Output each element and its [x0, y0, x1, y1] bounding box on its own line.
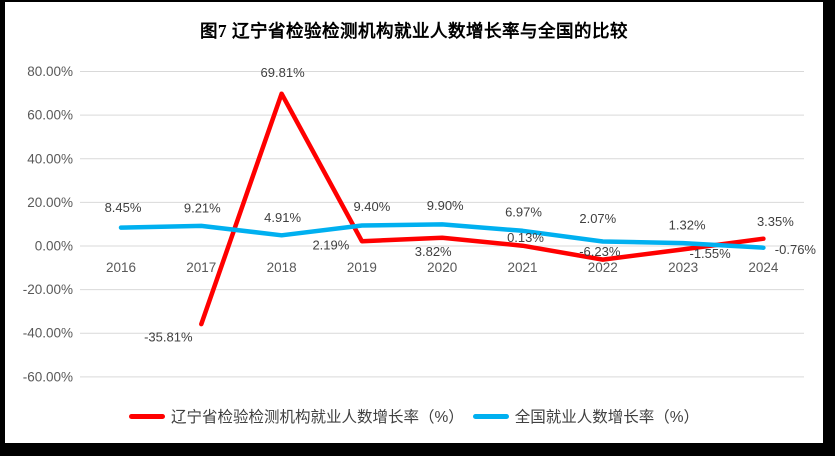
data-label: -1.55%: [689, 246, 731, 261]
x-axis-label: 2024: [748, 260, 779, 275]
y-axis-tick-label: -60.00%: [23, 369, 73, 384]
legend-label-liaoning: 辽宁省检验检测机构就业人数增长率（%）: [170, 409, 464, 426]
data-label: 9.90%: [427, 198, 464, 213]
legend-item-national: 全国就业人数增长率（%）: [472, 405, 700, 427]
x-axis-label: 2017: [186, 260, 216, 275]
data-label: 0.13%: [507, 230, 544, 245]
data-label: 2.19%: [312, 238, 349, 253]
x-axis-label: 2019: [347, 260, 377, 275]
y-axis-tick-label: 20.00%: [27, 195, 73, 210]
data-label: 8.45%: [105, 200, 142, 215]
chart-title: 图7 辽宁省检验检测机构就业人数增长率与全国的比较: [199, 21, 629, 41]
y-axis-tick-label: -20.00%: [23, 282, 73, 297]
y-axis-tick-label: 60.00%: [27, 108, 73, 123]
data-label: -35.81%: [144, 330, 193, 345]
data-label: 4.91%: [264, 210, 301, 225]
legend-item-liaoning: 辽宁省检验检测机构就业人数增长率（%）: [128, 405, 464, 427]
legend: 辽宁省检验检测机构就业人数增长率（%） 全国就业人数增长率（%）: [5, 405, 823, 427]
data-label: 2.07%: [579, 211, 616, 226]
x-axis-label: 2023: [668, 260, 698, 275]
data-label: 69.81%: [261, 65, 306, 80]
x-axis-label: 2021: [507, 260, 537, 275]
x-axis-label: 2018: [267, 260, 297, 275]
line-chart: 80.00% 60.00% 40.00% 20.00% 0.00% -20.00% -40.…: [23, 64, 817, 384]
y-axis-tick-label: 80.00%: [27, 64, 73, 79]
legend-swatch-national: [472, 413, 509, 419]
legend-label-national: 全国就业人数增长率（%）: [514, 409, 700, 426]
y-axis-tick-label: -40.00%: [23, 326, 73, 341]
data-label: 3.35%: [757, 214, 794, 229]
series-line-1: [118, 222, 766, 250]
data-label: 3.82%: [415, 244, 452, 259]
y-axis-tick-label: 0.00%: [35, 239, 73, 254]
data-label: 6.97%: [505, 204, 542, 219]
data-label: 1.32%: [669, 218, 706, 233]
y-axis-tick-label: 40.00%: [27, 151, 73, 166]
chart-canvas: 图7 辽宁省检验检测机构就业人数增长率与全国的比较 80.00% 60.00% 40…: [5, 2, 823, 443]
data-label: 9.40%: [353, 199, 390, 214]
series-line-0: [199, 91, 766, 327]
x-axis-label: 2016: [106, 260, 136, 275]
legend-swatch-liaoning: [128, 413, 165, 419]
x-axis-label: 2022: [588, 260, 618, 275]
data-label: -6.23%: [579, 244, 621, 259]
data-label: -0.76%: [775, 242, 817, 257]
x-axis-label: 2020: [427, 260, 457, 275]
data-label: 9.21%: [184, 200, 221, 215]
